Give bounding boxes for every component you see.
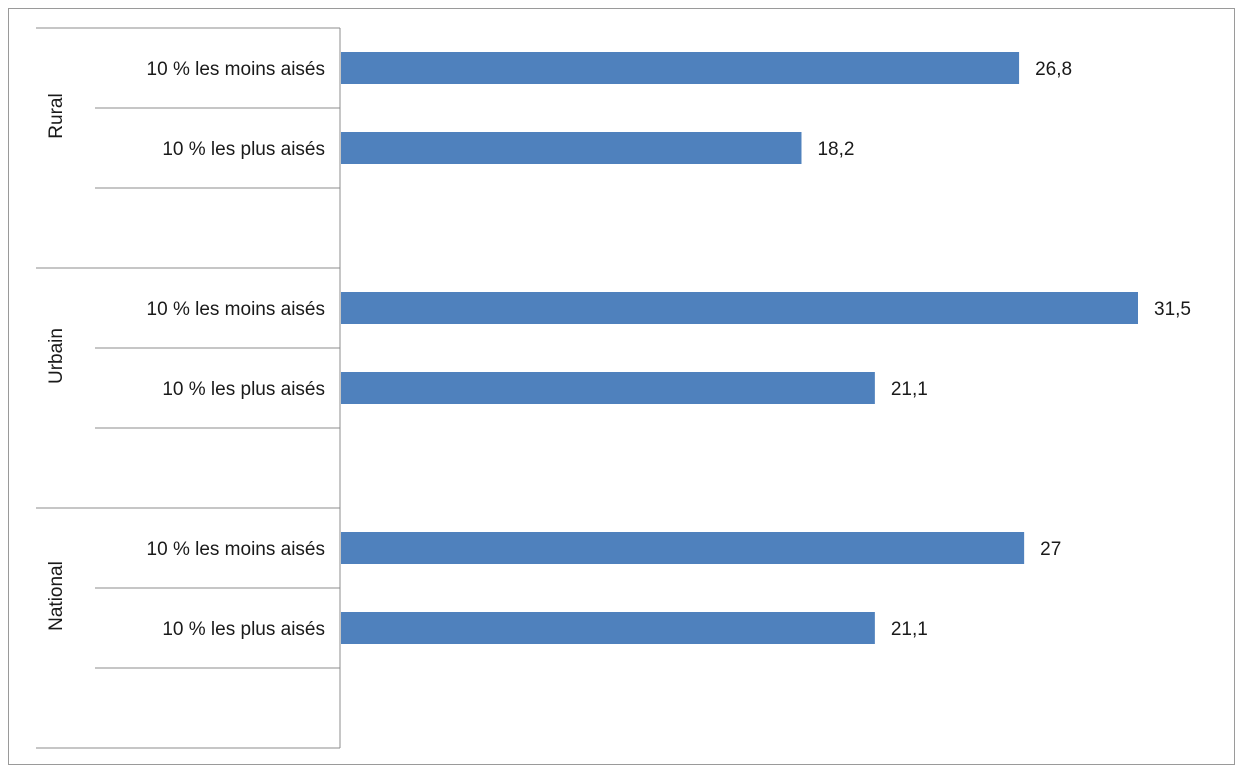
data-label: 18,2: [817, 139, 854, 160]
bar-rural-1: [341, 52, 1020, 84]
data-label: 27: [1040, 539, 1061, 560]
data-label: 21,1: [891, 619, 928, 640]
group-label-urbain: Urbain: [46, 328, 67, 384]
category-label: 10 % les plus aisés: [162, 619, 325, 640]
group-label-rural: Rural: [46, 93, 67, 138]
group-label-national: National: [46, 561, 67, 631]
category-label: 10 % les plus aisés: [162, 139, 325, 160]
bar-rural-2: [341, 132, 802, 164]
category-label: 10 % les moins aisés: [147, 59, 325, 80]
category-label: 10 % les moins aisés: [147, 299, 325, 320]
bar-national-1: [341, 532, 1025, 564]
category-label: 10 % les plus aisés: [162, 379, 325, 400]
data-label: 21,1: [891, 379, 928, 400]
category-label: 10 % les moins aisés: [147, 539, 325, 560]
bar-national-2: [341, 612, 875, 644]
data-label: 31,5: [1154, 299, 1191, 320]
bar-urbain-1: [341, 292, 1138, 324]
bar-urbain-2: [341, 372, 875, 404]
data-label: 26,8: [1035, 59, 1072, 80]
